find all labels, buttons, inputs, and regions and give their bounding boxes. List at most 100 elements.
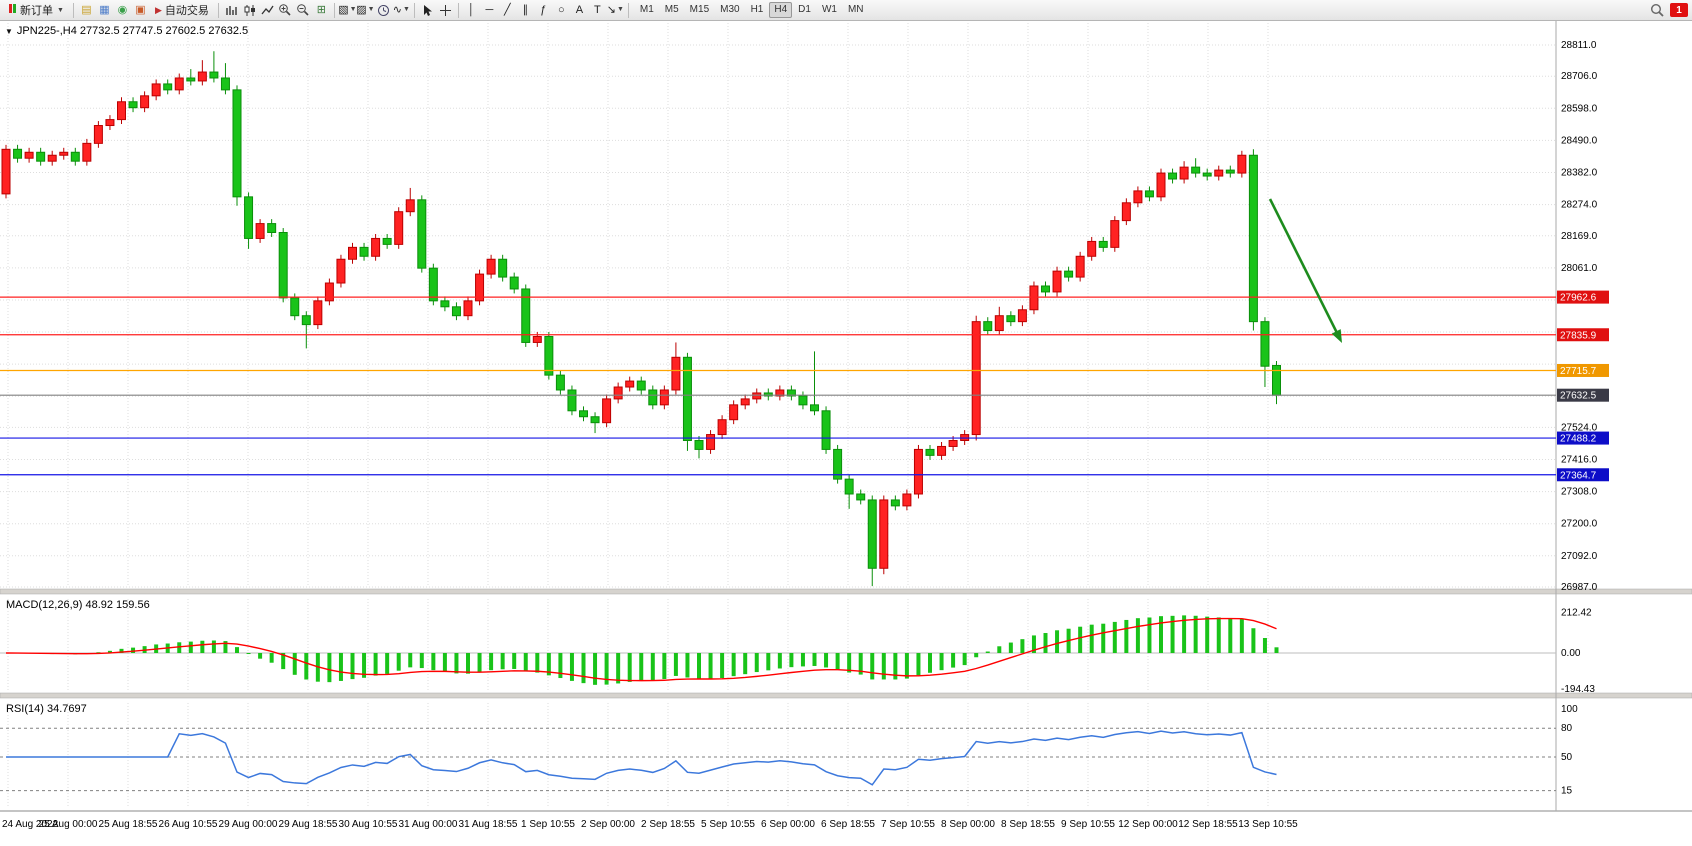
candle [717,419,727,436]
candle [1144,190,1154,198]
timeframe-D1[interactable]: D1 [798,4,811,15]
price-badge [1557,328,1609,342]
price-badge [1557,363,1609,377]
new-order-button[interactable]: 新订单 ▼ [4,0,69,20]
candle [1,148,11,195]
price-axis-label: 28811.0 [1561,40,1597,51]
market-watch-icon[interactable]: ▦ [99,4,110,16]
time-axis-label: 6 Sep 00:00 [761,819,815,830]
crosshair-icon[interactable] [437,2,454,18]
candle [59,151,69,156]
candle [128,101,138,109]
macd-axis-label: 0.00 [1561,648,1581,659]
candle [983,321,993,332]
horizontal-line-icon[interactable]: ─ [485,4,494,16]
candle [451,306,461,317]
time-axis-label: 12 Sep 18:55 [1178,819,1238,830]
timeframe-M30[interactable]: M30 [720,4,740,15]
collapse-triangle-icon[interactable]: ▼ [5,26,13,36]
search-icon[interactable] [1649,2,1666,18]
candle [382,237,392,245]
candle [1260,321,1270,367]
navigator-icon[interactable]: ◉ [117,4,128,16]
chart-window: 28811.0 28706.0 28598.0 28490.0 28382.0 28274… [0,21,1692,846]
period-clock-icon[interactable] [375,2,392,18]
timeframe-H4[interactable]: H4 [769,2,793,18]
candle [151,83,161,97]
timeframe-M1[interactable]: M1 [639,4,654,15]
time-axis-label: 2 Sep 18:55 [641,819,695,830]
price-axis-label: 27524.0 [1561,422,1598,433]
shapes-icon[interactable]: ○ [558,4,565,16]
trendline-icon[interactable]: ╱ [504,4,511,16]
timeframe-buttons: M1 M5 M15 M30 H1 H4 D1 W1 MN [635,2,869,18]
rsi-axis-label: 80 [1561,723,1573,734]
zoom-in-icon[interactable] [277,2,294,18]
candle [648,389,658,406]
timeframe-M5[interactable]: M5 [664,4,679,15]
new-chart-icon[interactable]: ▧ ▼ [338,4,357,16]
candle [140,95,150,109]
candle [348,246,357,260]
notification-badge[interactable]: 1 [1670,3,1688,17]
vertical-line-icon[interactable]: │ [467,4,475,16]
text-icon[interactable]: A [575,4,584,16]
templates-icon[interactable]: ▨ ▼ [356,4,375,16]
auto-trading-button[interactable]: ▶ 自动交易 [150,0,214,20]
new-order-icon [9,4,17,16]
new-order-label: 新订单 [20,5,53,17]
rsi-axis-label: 15 [1561,786,1573,797]
charts-profile-icon[interactable]: ▤ [81,4,92,16]
price-badges: 27962.6 27835.9 27715.7 27632.5 27488.2 27364… [1557,290,1609,482]
annotation-arrow[interactable] [1268,198,1342,343]
channel-icon[interactable]: ∥ [522,4,529,16]
candle [1006,315,1016,323]
candle [47,154,57,162]
level-lines [0,296,1556,476]
candle [1133,190,1143,204]
candle [1248,154,1258,323]
auto-trading-label: 自动交易 [164,5,209,17]
terminal-icon[interactable]: ▣ [135,4,146,16]
candle [798,395,808,406]
time-axis-label: 26 Aug 10:55 [159,819,218,830]
candlestick-chart-icon[interactable] [241,2,258,18]
price-badge [1557,431,1609,445]
zoom-out-icon[interactable] [295,2,312,18]
price-axis[interactable]: 28811.0 28706.0 28598.0 28490.0 28382.0 28274… [1561,40,1598,797]
timeframe-H1[interactable]: H1 [750,4,764,15]
candle [313,300,323,326]
chart-canvas[interactable]: 28811.0 28706.0 28598.0 28490.0 28382.0 28274… [0,21,1692,846]
time-axis-label: 8 Sep 00:00 [941,819,995,830]
candle [532,336,542,343]
candle [659,389,669,406]
timeframe-M15[interactable]: M15 [689,4,710,15]
chevron-down-icon: ▼ [57,6,64,14]
candle [1225,169,1235,174]
candle [163,83,173,91]
indicators-icon[interactable]: ∿ ▼ [392,4,410,16]
line-chart-icon[interactable] [259,2,276,18]
candle [417,199,427,269]
candle [671,356,681,391]
candle [498,258,508,278]
candle [1098,240,1108,248]
timeframe-W1[interactable]: W1 [821,4,837,15]
tile-windows-icon[interactable]: ⊞ [316,4,326,16]
panel-frame [0,21,1692,812]
timeframe-MN[interactable]: MN [847,4,864,15]
price-badge-label: 27364.7 [1560,470,1597,481]
cursor-icon[interactable] [419,2,436,18]
candle [1041,285,1050,293]
divider [627,2,629,18]
candle [555,374,565,391]
bar-chart-icon[interactable] [223,2,240,18]
arrow-objects-icon[interactable]: ↘ ▼ [606,4,624,16]
time-axis-label: 31 Aug 00:00 [399,819,458,830]
text-label-icon[interactable]: T [593,4,601,16]
candle [244,196,254,239]
fibonacci-icon[interactable]: ƒ [540,4,547,16]
time-axis-label: 6 Sep 18:55 [821,819,875,830]
candle [486,258,496,275]
